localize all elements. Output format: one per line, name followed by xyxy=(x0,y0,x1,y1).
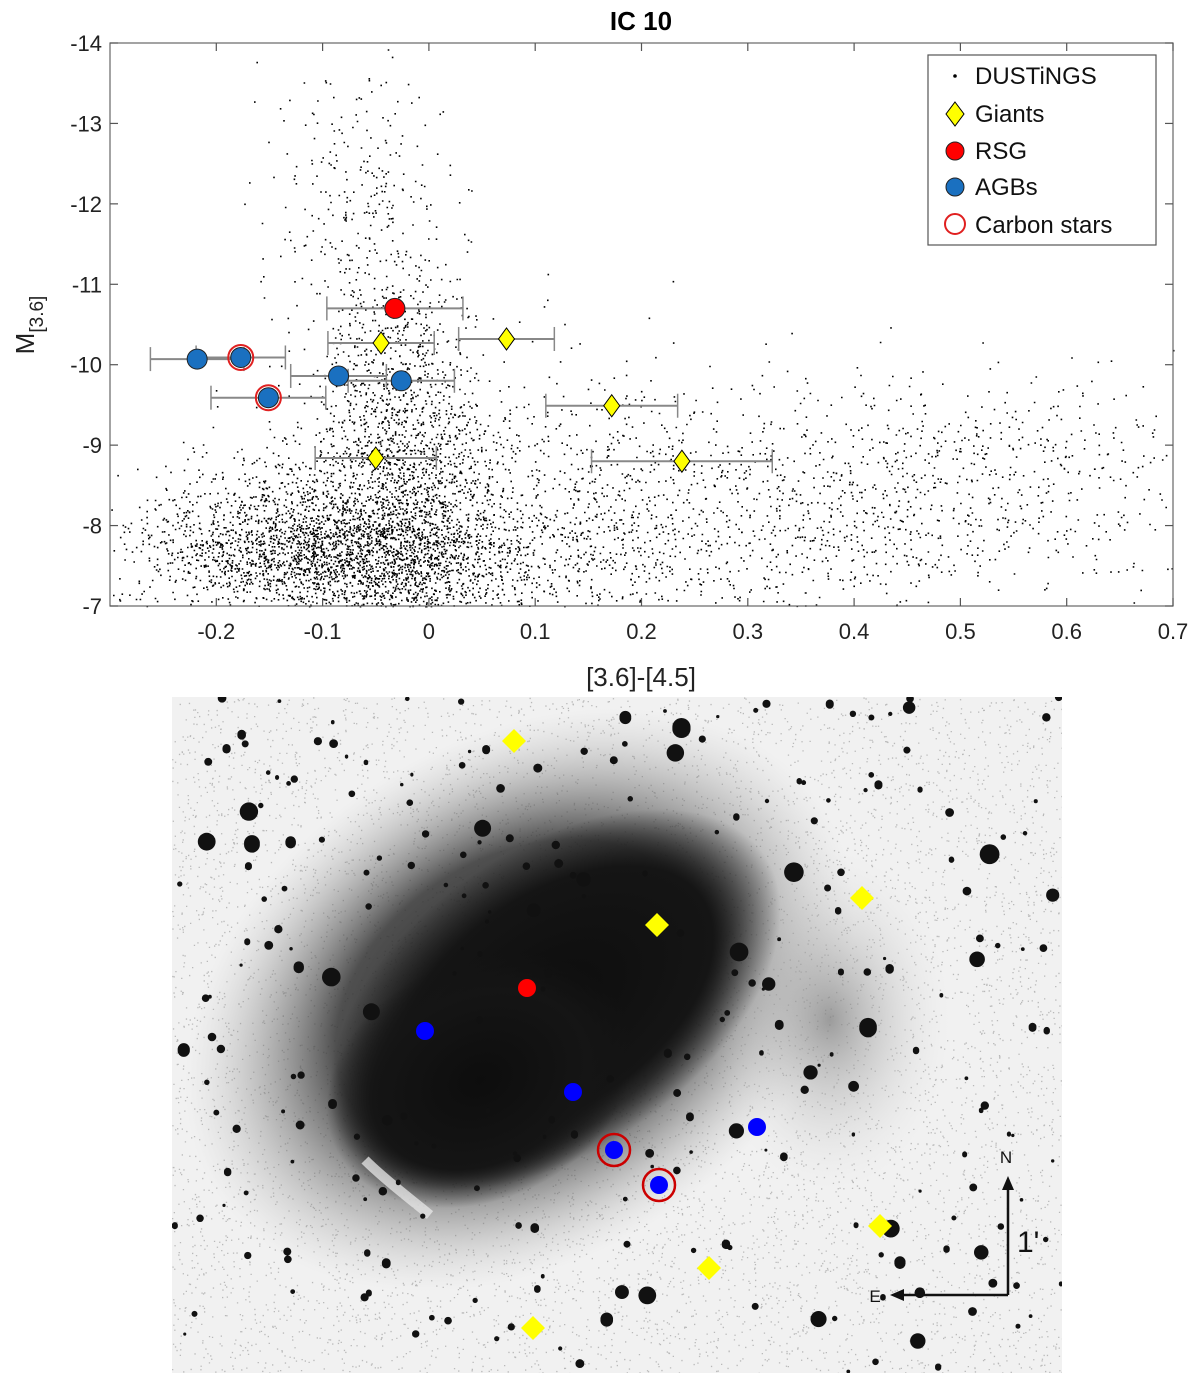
legend-rsg-label: RSG xyxy=(975,138,1027,165)
data-markers xyxy=(186,297,691,474)
sky-agb-marker xyxy=(564,1083,582,1101)
sky-giant-marker xyxy=(850,886,874,910)
sky-carbon-ring xyxy=(641,1167,677,1203)
y-tick-label: -11 xyxy=(72,272,102,297)
y-tick-label: -9 xyxy=(82,433,102,458)
legend-rsg-marker xyxy=(945,141,965,161)
y-axis-label-main: M xyxy=(10,333,40,355)
giant-marker xyxy=(372,331,390,355)
legend-carbon-label: Carbon stars xyxy=(975,212,1112,239)
galaxy-bright-filament xyxy=(361,1156,434,1219)
y-tick-label: -10 xyxy=(70,353,102,378)
galaxy-core-lower xyxy=(326,951,634,1209)
legend-dustings-label: DUSTiNGS xyxy=(975,63,1097,90)
giant-marker xyxy=(497,327,516,351)
sky-agb-marker xyxy=(416,1022,434,1040)
sky-giant-marker xyxy=(645,913,669,937)
carbon-star-marker xyxy=(254,384,282,412)
x-tick-label: 0.3 xyxy=(733,619,764,644)
agb-marker xyxy=(328,365,350,387)
compass: N E 1' xyxy=(869,1148,1039,1306)
legend-box xyxy=(927,54,1157,246)
sky-agb-marker xyxy=(650,1176,668,1194)
y-axis-label-sub: [3.6] xyxy=(27,296,48,333)
agb-marker xyxy=(230,346,252,368)
y-tick-label: -12 xyxy=(70,192,102,217)
giant-marker xyxy=(603,393,621,418)
compass-east-label: E xyxy=(869,1287,880,1306)
sky-carbon-ring xyxy=(596,1132,632,1168)
dustings-point-cloud xyxy=(111,49,1175,608)
x-tick-label: 0.1 xyxy=(520,619,551,644)
scale-label: 1' xyxy=(1017,1226,1039,1259)
y-tick-label: -7 xyxy=(82,594,102,619)
sky-image-panel: N E 1' xyxy=(172,697,1062,1373)
x-tick-label: 0.5 xyxy=(945,619,976,644)
sky-agb-marker xyxy=(748,1118,766,1136)
giant-marker xyxy=(367,446,385,470)
compass-north-label: N xyxy=(1000,1148,1012,1167)
source-markers xyxy=(416,729,892,1340)
color-magnitude-diagram: IC 10 -0.2 -0.1 0 0.1 0.2 0.3 0.4 0.5 0.6 0.7 -14… xyxy=(10,6,1188,692)
y-tick-label: -14 xyxy=(70,31,102,56)
x-axis-ticks: -0.2 -0.1 0 0.1 0.2 0.3 0.4 0.5 0.6 0.7 xyxy=(197,43,1188,644)
legend-agbs-marker xyxy=(945,177,965,197)
legend-dustings-marker xyxy=(953,74,957,78)
error-bars xyxy=(149,296,773,474)
x-tick-label: -0.1 xyxy=(304,619,342,644)
compass-east-head xyxy=(890,1289,904,1301)
y-tick-label: -8 xyxy=(82,514,102,539)
x-tick-label: 0.6 xyxy=(1051,619,1082,644)
compass-north-head xyxy=(1002,1176,1014,1190)
x-tick-label: -0.2 xyxy=(197,619,235,644)
dustings-points xyxy=(111,49,1175,608)
agb-marker xyxy=(186,348,208,370)
x-tick-label: 0.4 xyxy=(839,619,870,644)
x-tick-label: 0 xyxy=(423,619,435,644)
sky-giant-marker xyxy=(502,729,526,753)
agb-marker xyxy=(257,387,279,409)
y-axis-ticks: -14 -13 -12 -11 -10 -9 -8 -7 xyxy=(70,31,1173,619)
x-tick-label: 0.2 xyxy=(626,619,657,644)
legend-giants-marker xyxy=(945,101,965,127)
sky-giant-marker xyxy=(521,1316,545,1340)
chart-title: IC 10 xyxy=(610,6,672,36)
agb-marker xyxy=(390,370,412,392)
legend: DUSTiNGS Giants RSG AGBs Carbon stars xyxy=(927,54,1157,246)
legend-carbon-marker xyxy=(944,213,966,235)
sky-rsg-marker xyxy=(518,979,536,997)
rsg-marker xyxy=(384,297,406,319)
y-axis-label: M[3.6] xyxy=(10,296,48,355)
sky-agb-marker xyxy=(605,1141,623,1159)
legend-giants-label: Giants xyxy=(975,101,1044,128)
sky-giant-marker xyxy=(697,1256,721,1280)
x-axis-label: [3.6]-[4.5] xyxy=(586,662,696,692)
y-tick-label: -13 xyxy=(70,111,102,136)
carbon-star-marker xyxy=(227,343,255,371)
sky-giant-marker xyxy=(868,1214,892,1238)
x-tick-label: 0.7 xyxy=(1158,619,1189,644)
giant-marker xyxy=(673,449,691,474)
legend-agbs-label: AGBs xyxy=(975,174,1038,201)
